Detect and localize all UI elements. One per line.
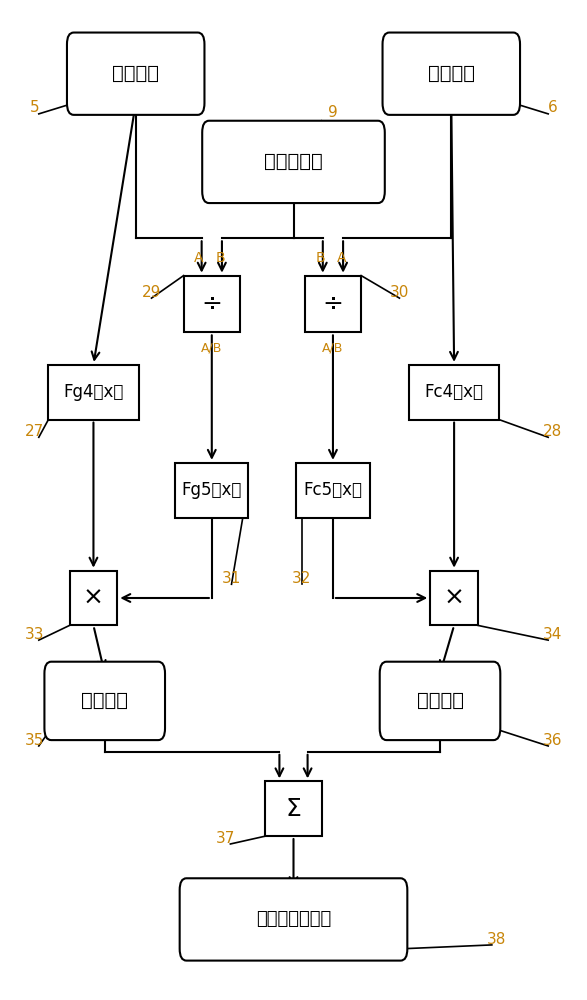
- Text: 6: 6: [548, 101, 558, 115]
- Text: 31: 31: [222, 571, 241, 586]
- FancyBboxPatch shape: [175, 463, 248, 518]
- Text: B: B: [316, 251, 325, 265]
- Text: 外供汽给水修正: 外供汽给水修正: [256, 910, 331, 928]
- Text: 主蕲汽流量: 主蕲汽流量: [264, 152, 323, 171]
- Text: 36: 36: [543, 733, 562, 748]
- Text: Σ: Σ: [285, 797, 302, 821]
- Text: 32: 32: [292, 571, 312, 586]
- Text: Fc5（x）: Fc5（x）: [303, 481, 362, 499]
- Text: Fc4（x）: Fc4（x）: [424, 383, 484, 401]
- FancyBboxPatch shape: [409, 365, 499, 420]
- Text: 29: 29: [142, 285, 161, 300]
- FancyBboxPatch shape: [202, 121, 385, 203]
- Text: 33: 33: [25, 627, 44, 642]
- Text: 34: 34: [543, 627, 562, 642]
- Text: Fg4（x）: Fg4（x）: [63, 383, 124, 401]
- FancyBboxPatch shape: [180, 878, 407, 961]
- Text: 9: 9: [328, 105, 338, 120]
- Text: A: A: [194, 251, 204, 265]
- FancyBboxPatch shape: [265, 781, 322, 836]
- Text: ×: ×: [83, 586, 104, 610]
- Text: ÷: ÷: [201, 292, 222, 316]
- Text: A/B: A/B: [201, 342, 222, 355]
- FancyBboxPatch shape: [296, 463, 370, 518]
- FancyBboxPatch shape: [67, 33, 204, 115]
- Text: 工折负荷: 工折负荷: [112, 64, 159, 83]
- Text: A: A: [337, 251, 347, 265]
- Text: ÷: ÷: [322, 292, 343, 316]
- Text: 采折负荷: 采折负荷: [428, 64, 475, 83]
- Text: 27: 27: [25, 424, 44, 439]
- Text: Fg5（x）: Fg5（x）: [181, 481, 242, 499]
- Text: 30: 30: [390, 285, 409, 300]
- Text: 5: 5: [29, 101, 39, 115]
- Text: 37: 37: [216, 831, 235, 846]
- Text: 28: 28: [543, 424, 562, 439]
- FancyBboxPatch shape: [380, 662, 500, 740]
- Text: 38: 38: [487, 932, 506, 947]
- Text: 工折给水: 工折给水: [81, 691, 128, 710]
- FancyBboxPatch shape: [48, 365, 139, 420]
- FancyBboxPatch shape: [305, 276, 361, 332]
- FancyBboxPatch shape: [184, 276, 240, 332]
- FancyBboxPatch shape: [69, 571, 117, 625]
- Text: B: B: [215, 251, 225, 265]
- FancyBboxPatch shape: [45, 662, 165, 740]
- FancyBboxPatch shape: [430, 571, 478, 625]
- Text: 采折给水: 采折给水: [417, 691, 464, 710]
- FancyBboxPatch shape: [383, 33, 520, 115]
- Text: ×: ×: [444, 586, 464, 610]
- Text: 35: 35: [25, 733, 44, 748]
- Text: A/B: A/B: [322, 342, 343, 355]
